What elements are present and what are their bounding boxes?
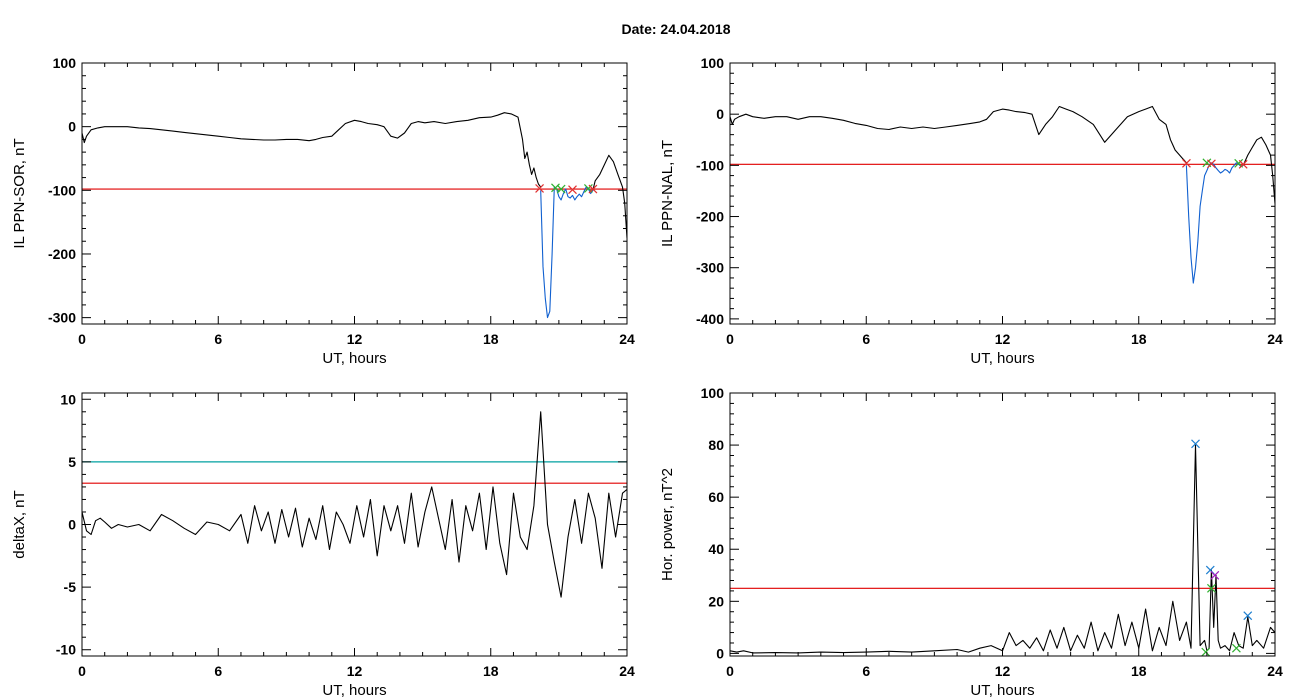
x-axis-label: UT, hours [970, 682, 1034, 699]
marker-point [535, 183, 544, 193]
y-tick-label: -10 [56, 642, 76, 658]
x-axis-label: UT, hours [322, 350, 386, 367]
series-line [540, 186, 594, 319]
marker-point [588, 184, 598, 194]
series-line [1242, 136, 1275, 204]
x-tick-label: 6 [862, 331, 870, 347]
y-axis-label: deltaX, nT [11, 490, 28, 558]
y-tick-label: 0 [716, 645, 724, 661]
y-tick-label: -300 [696, 260, 724, 276]
y-tick-label: 0 [716, 106, 724, 122]
x-tick-label: 12 [995, 663, 1011, 679]
x-tick-label: 12 [347, 331, 363, 347]
plot-frame [81, 62, 628, 325]
x-tick-label: 0 [78, 331, 86, 347]
y-axis-label: IL PPN-NAL, nT [659, 140, 676, 247]
y-tick-label: 0 [68, 517, 76, 533]
plot-frame [81, 392, 628, 657]
figure-title: Date: 24.04.2018 [622, 21, 731, 37]
y-tick-label: -300 [48, 310, 76, 326]
marker-point [1206, 583, 1216, 593]
x-tick-label: 0 [726, 663, 734, 679]
series-line [82, 112, 542, 188]
x-tick-label: 24 [619, 331, 635, 347]
y-tick-label: 20 [708, 593, 724, 609]
chart-ppn-sor: 0 6 12 18 24 100 0 -100 -200 -300 UT, hours IL PPN-… [11, 55, 635, 367]
chart-ppn-nal: 0 6 12 18 24 100 0 -100 -200 -300 -400 UT, hours IL … [659, 55, 1283, 367]
y-tick-label: -100 [696, 157, 724, 173]
y-tick-label: 100 [53, 55, 77, 71]
x-tick-label: 24 [1267, 663, 1283, 679]
y-tick-label: 60 [708, 489, 724, 505]
y-tick-label: 100 [701, 385, 725, 401]
x-tick-label: 18 [483, 331, 499, 347]
series-line [730, 105, 1187, 164]
plot-frame [729, 62, 1276, 325]
y-axis-label: IL PPN-SOR, nT [11, 138, 28, 248]
x-axis-label: UT, hours [970, 350, 1034, 367]
marker-point [1210, 570, 1220, 580]
x-tick-label: 0 [726, 331, 734, 347]
marker-point [556, 184, 566, 194]
x-tick-label: 12 [347, 663, 363, 679]
x-tick-label: 24 [1267, 331, 1283, 347]
x-tick-label: 18 [1131, 331, 1147, 347]
marker-point [1182, 158, 1191, 168]
y-tick-label: -200 [48, 246, 76, 262]
y-axis-label: Hor. power, nT^2 [659, 468, 676, 581]
y-tick-label: 40 [708, 541, 724, 557]
marker-point [568, 185, 577, 195]
y-tick-label: 5 [68, 454, 76, 470]
x-tick-label: 18 [483, 663, 499, 679]
marker-point [1238, 159, 1248, 169]
x-tick-label: 6 [214, 331, 222, 347]
marker-point [1243, 611, 1253, 621]
y-tick-label: 80 [708, 437, 724, 453]
x-tick-label: 6 [214, 663, 222, 679]
y-tick-label: 10 [60, 391, 76, 407]
x-tick-label: 24 [619, 663, 635, 679]
y-tick-label: -400 [696, 311, 724, 327]
series-line [592, 154, 627, 239]
chart-hor-power: 0 6 12 18 24 100 80 60 40 20 0 UT, hours Hor. power,… [659, 385, 1283, 699]
marker-point [551, 183, 560, 193]
y-tick-label: 0 [68, 119, 76, 135]
x-tick-label: 0 [78, 663, 86, 679]
series-line [82, 411, 627, 598]
y-tick-label: 100 [701, 55, 725, 71]
x-tick-label: 6 [862, 663, 870, 679]
y-tick-label: -100 [48, 182, 76, 198]
y-tick-label: -200 [696, 209, 724, 225]
marker-point [1191, 439, 1200, 449]
x-tick-label: 18 [1131, 663, 1147, 679]
x-axis-label: UT, hours [322, 682, 386, 699]
series-line [730, 444, 1275, 654]
x-tick-label: 12 [995, 331, 1011, 347]
chart-deltax: 0 6 12 18 24 10 5 0 -5 -10 UT, hours deltaX, nT [11, 391, 635, 699]
marker-point [1201, 647, 1211, 657]
marker-point [1231, 643, 1241, 653]
marker-point [1206, 159, 1216, 169]
series-line [1185, 162, 1244, 284]
y-tick-label: -5 [64, 579, 77, 595]
